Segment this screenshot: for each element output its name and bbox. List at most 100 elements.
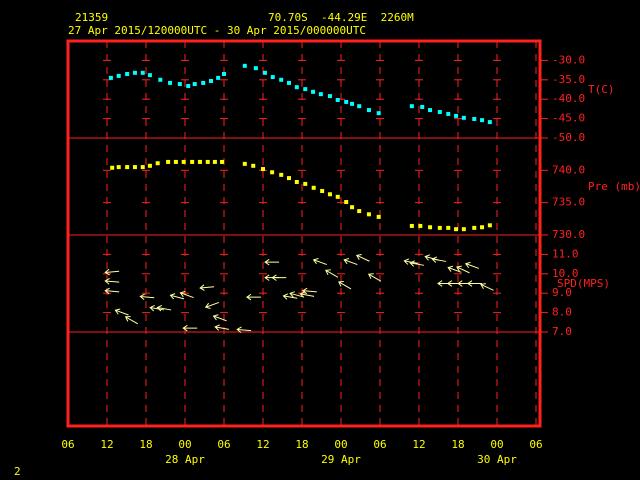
wind-arrow [343,258,358,266]
data-point [420,104,425,109]
wind-arrow [355,254,370,262]
data-point [311,89,316,94]
x-tick-label: 12 [256,438,269,451]
data-point [409,223,414,228]
data-point [335,194,340,199]
station-id: 21359 [75,11,108,24]
wind-arrow [149,304,165,312]
y-tick-label: 11.0 [552,247,579,260]
y-tick-label: -45.0 [552,112,585,125]
wind-arrow [104,287,120,295]
data-point [487,223,492,228]
y-tick-label: 10.0 [552,267,579,280]
data-point [140,70,145,75]
y-tick-label: 740.0 [552,163,585,176]
y-tick-label: -50.0 [552,131,585,144]
data-point [125,165,130,170]
data-point [335,97,340,102]
x-tick-label: 18 [139,438,152,451]
data-point [454,227,459,232]
wind-arrow [204,301,220,309]
data-point [437,110,442,115]
data-point [327,192,332,197]
wind-arrow [246,293,261,301]
data-point [279,77,284,82]
data-point [376,214,381,219]
data-point [350,205,355,210]
data-point [116,73,121,78]
data-point [140,165,145,170]
data-point [177,82,182,87]
data-point [318,92,323,97]
data-point [376,111,381,116]
wind-arrow [264,258,280,266]
data-point [287,80,291,85]
data-point [344,99,349,104]
data-point [242,63,247,68]
date-label: 29 Apr [321,453,361,466]
y-tick-label: -40.0 [552,92,585,105]
data-point [253,66,258,71]
wind-arrow [367,273,382,282]
data-point [409,104,414,109]
x-tick-label: 00 [178,438,191,451]
wind-arrow [104,268,120,276]
data-point [116,165,121,170]
wind-arrow [312,258,327,266]
wind-arrow [236,326,252,334]
data-point [155,161,160,166]
data-point [472,116,477,121]
data-point [242,161,247,166]
data-point [212,159,217,164]
data-point [366,108,371,113]
data-point [125,71,130,76]
data-point [287,176,291,181]
data-point [344,200,349,205]
wind-arrow [214,324,230,331]
data-point [461,227,466,232]
wind-arrow [169,293,185,300]
x-tick-label: 18 [295,438,308,451]
wind-arrow [289,291,304,298]
data-point [168,80,173,85]
data-point [480,225,485,230]
data-point [357,209,362,214]
data-point [216,75,221,80]
data-point [437,225,442,230]
x-tick-label: 06 [61,438,74,451]
data-point [192,82,197,87]
data-point [418,223,423,228]
data-point [303,181,308,186]
station-location: 70.70S -44.29E 2260M [268,11,414,24]
x-tick-label: 06 [373,438,386,451]
data-point [110,165,115,170]
date-label: 30 Apr [477,453,517,466]
data-point [327,94,332,99]
wind-arrow [467,280,482,287]
wind-arrow [338,281,352,290]
data-point [190,159,195,164]
wind-arrow [456,265,470,274]
data-point [270,170,275,175]
data-point [454,113,459,118]
data-point [472,225,477,230]
date-label: 28 Apr [165,453,205,466]
x-tick-label: 12 [412,438,425,451]
data-point [201,80,206,85]
wind-arrow [179,291,194,299]
y-tick-label: 8.0 [552,306,572,319]
data-point [197,159,202,164]
wind-arrow [301,287,317,295]
data-point [294,179,299,184]
y-tick-label: 7.0 [552,325,572,338]
data-point [294,85,299,90]
data-point [147,73,152,78]
data-point [428,108,433,113]
page-number: 2 [14,465,21,478]
data-point [186,84,191,89]
data-point [487,120,492,125]
data-point [311,185,316,190]
